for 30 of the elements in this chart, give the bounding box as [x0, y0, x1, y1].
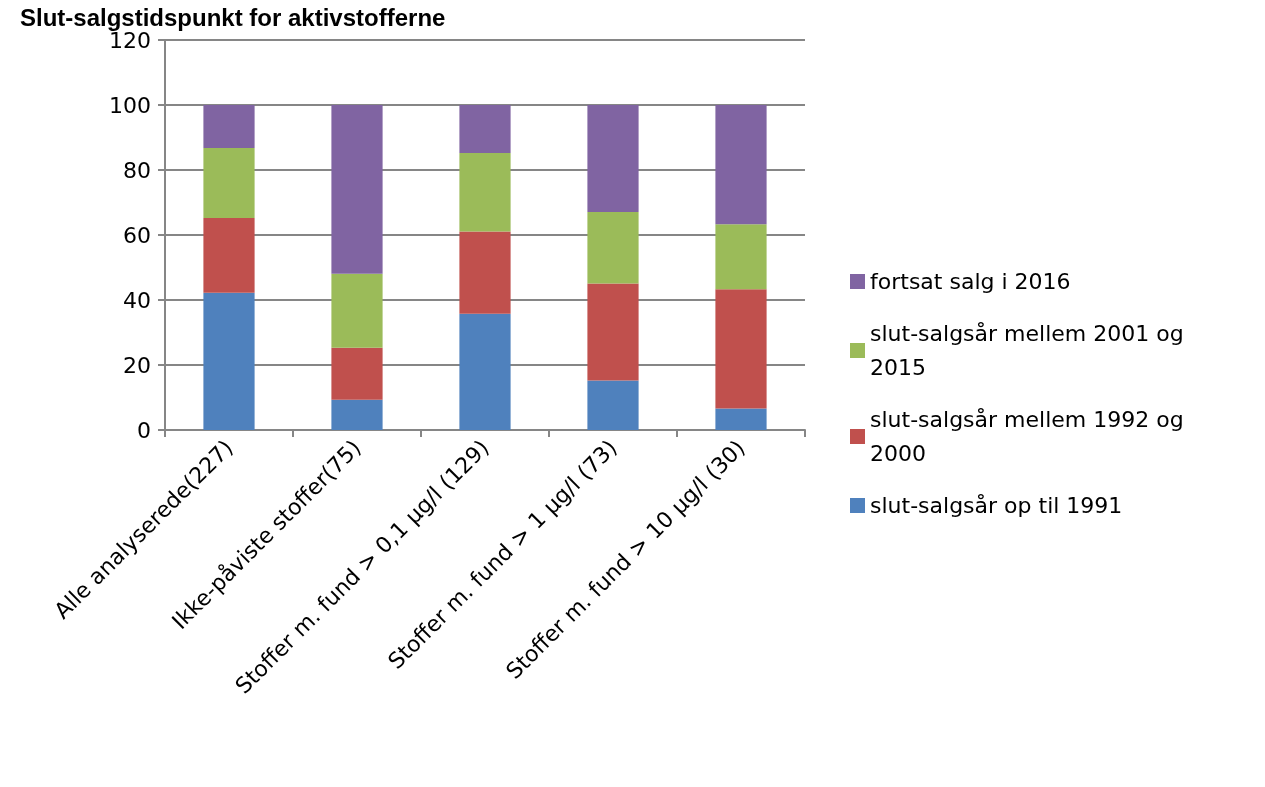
bar	[331, 399, 383, 430]
bar	[715, 408, 767, 430]
y-tick-label: 60	[123, 222, 151, 248]
bar	[459, 153, 511, 232]
bar	[331, 273, 383, 348]
bar	[715, 105, 767, 225]
bar	[459, 231, 511, 314]
y-tick-label: 80	[123, 157, 151, 183]
bar	[587, 105, 639, 212]
bar	[331, 105, 383, 274]
legend-label: fortsat salg i 2016	[870, 269, 1071, 294]
legend-label: slut-salgsår mellem 2001 og 2015	[870, 321, 1191, 380]
bar	[203, 105, 255, 148]
bar	[459, 105, 511, 154]
bar	[203, 292, 255, 430]
bar	[331, 347, 383, 400]
bar	[587, 283, 639, 381]
legend-label: slut-salgsår mellem 1992 og 2000	[870, 407, 1191, 466]
bar	[203, 218, 255, 293]
bar	[587, 211, 639, 284]
y-tick-label: 0	[137, 417, 151, 443]
bar	[203, 147, 255, 219]
bar	[459, 313, 511, 430]
bar	[587, 380, 639, 430]
y-tick-label: 20	[123, 352, 151, 378]
bar	[715, 224, 767, 290]
y-tick-label: 100	[109, 92, 151, 118]
legend-label: slut-salgsår op til 1991	[870, 493, 1123, 518]
bar	[715, 289, 767, 409]
y-tick-label: 40	[123, 287, 151, 313]
